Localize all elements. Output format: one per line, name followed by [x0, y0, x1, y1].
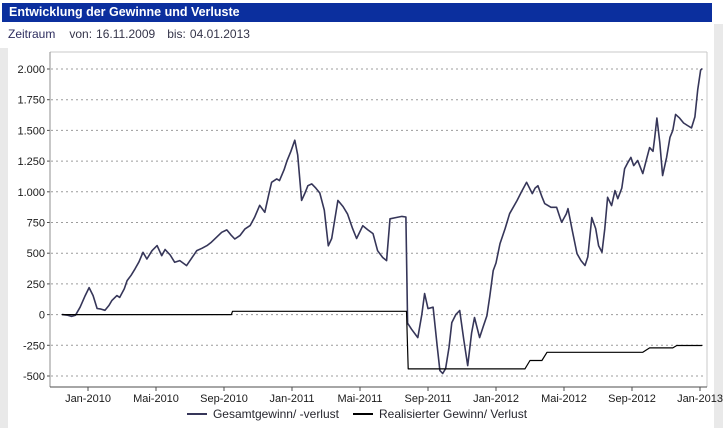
x-axis-label: Jan-2013 — [677, 393, 723, 405]
period-label: Zeitraum — [8, 27, 56, 41]
y-axis-label: 1.250 — [17, 156, 45, 168]
y-axis-label: -250 — [23, 340, 45, 352]
y-axis-label: 1.500 — [17, 125, 45, 137]
x-axis-label: Jan-2010 — [65, 393, 111, 405]
y-axis-label: 0 — [39, 310, 45, 322]
x-axis-label: Mai-2012 — [541, 393, 587, 405]
y-axis-label: 750 — [27, 218, 45, 230]
period-from-label: von: — [69, 27, 93, 41]
x-axis-label: Sep-2011 — [405, 393, 452, 405]
y-axis-label: 1.750 — [17, 95, 45, 107]
series-line-0 — [61, 68, 703, 375]
x-axis-label: Sep-2012 — [608, 393, 656, 405]
period-from-value: 16.11.2009 — [96, 27, 156, 41]
period-row: Zeitraum von: 16.11.2009 bis: 04.01.2013 — [8, 27, 250, 43]
legend-label: Realisierter Gewinn/ Verlust — [378, 407, 528, 421]
x-axis-label: Jan-2011 — [269, 393, 314, 405]
y-axis-label: 1.000 — [17, 187, 45, 199]
period-to-label: bis: — [167, 27, 186, 41]
period-to-value: 04.01.2013 — [189, 27, 250, 41]
y-axis-label: 500 — [27, 248, 45, 260]
legend-item: Gesamtgewinn/ -verlust — [186, 407, 339, 421]
legend-label: Gesamtgewinn/ -verlust — [212, 407, 339, 421]
x-axis-label: Jan-2012 — [473, 393, 519, 405]
page-title: Entwicklung der Gewinne und Verluste — [2, 3, 712, 22]
left-margin-strip — [0, 48, 8, 428]
legend-line-swatch — [352, 413, 373, 415]
right-margin-strip — [714, 24, 723, 428]
y-axis-label: 250 — [27, 279, 45, 291]
y-axis-label: -500 — [23, 371, 45, 383]
chart-legend: Gesamtgewinn/ -verlust Realisierter Gewin… — [0, 405, 714, 423]
legend-item: Realisierter Gewinn/ Verlust — [352, 407, 528, 421]
legend-line-swatch — [186, 413, 207, 415]
series-line-1 — [61, 310, 703, 370]
x-axis-label: Mai-2010 — [133, 393, 179, 405]
y-axis-label: 2.000 — [17, 64, 45, 76]
x-axis-label: Mai-2011 — [337, 393, 382, 405]
x-axis-label: Sep-2010 — [200, 393, 248, 405]
